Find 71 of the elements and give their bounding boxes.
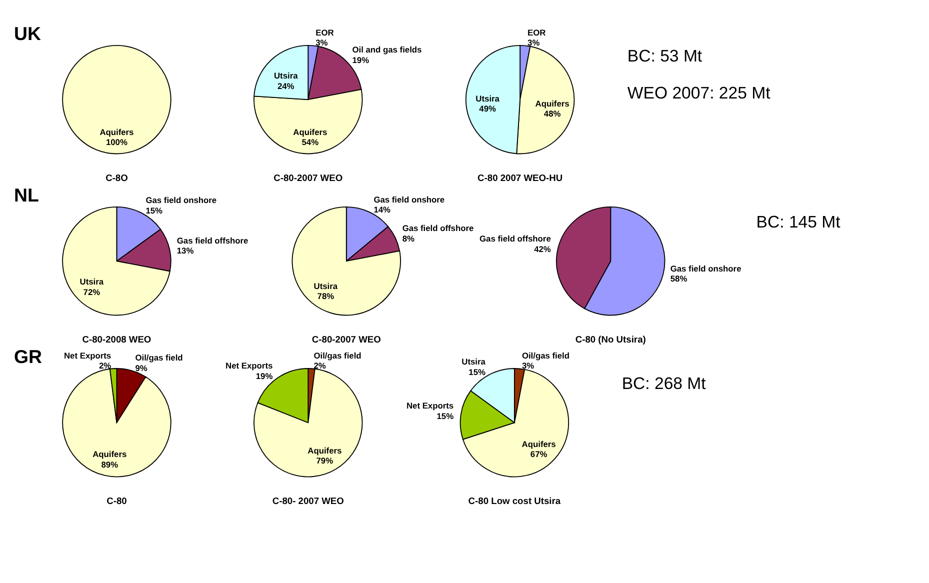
text: C-80 <box>106 496 127 506</box>
data-label: 72% <box>83 286 101 297</box>
slice-label: Utsira <box>476 93 500 104</box>
text: C-8O <box>106 172 128 183</box>
slice-label: Oil/gas field <box>135 352 183 363</box>
slice-label: Utsira <box>314 280 338 291</box>
slice-label: Oil and gas fields <box>352 44 422 55</box>
slice-label: Gas field onshore <box>146 195 217 206</box>
slice-label: Oil/gas field <box>314 350 362 360</box>
data-label: 19% <box>352 54 370 65</box>
data-label: 2% <box>314 360 326 371</box>
text: C-80-2007 WEO <box>274 172 343 183</box>
text: NL <box>14 184 39 206</box>
slice-label: Gas field offshore <box>402 222 474 233</box>
pie-slice <box>292 206 401 316</box>
pie-slice <box>462 368 570 478</box>
text: BC: 268 Mt <box>622 374 706 394</box>
data-label: 3% <box>528 38 540 48</box>
data-label: 100% <box>106 137 128 148</box>
data-label: 24% <box>277 80 295 91</box>
data-label: 3% <box>316 38 328 48</box>
data-label: 14% <box>374 204 392 215</box>
slice-label: Gas field offshore <box>176 235 249 246</box>
pie-slice <box>62 206 170 316</box>
slice-label: Aquifers <box>92 449 127 460</box>
text: BC: 145 Mt <box>756 212 841 232</box>
slice-label: Gas field onshore <box>670 263 742 274</box>
slice-label: Utsira <box>80 276 104 287</box>
data-label: 8% <box>402 233 415 244</box>
data-label: 19% <box>256 370 274 381</box>
data-label: 15% <box>146 205 164 216</box>
text: C-80- 2007 WEO <box>272 496 344 506</box>
data-label: 3% <box>522 360 535 371</box>
text: C-80-2008 WEO <box>82 334 152 344</box>
slice-label: Gas field onshore <box>374 194 445 204</box>
text: C-80 Low cost Utsira <box>468 496 562 506</box>
text: C-80-2007 WEO <box>312 334 381 344</box>
slice-label: Aquifers <box>100 126 134 137</box>
data-label: 58% <box>670 274 688 284</box>
slice-label: Gas field offshore <box>480 234 552 244</box>
data-label: 42% <box>534 244 552 254</box>
slice-label: Aquifers <box>308 445 342 456</box>
slice-label: Net Exports <box>64 350 112 360</box>
slice-label: Aquifers <box>535 98 570 108</box>
text: BC: 53 Mt <box>627 46 702 66</box>
slice-label: Oil/gas field <box>522 350 570 360</box>
data-label: 54% <box>302 137 320 148</box>
slice-label: Aquifers <box>293 126 328 137</box>
slice-label: EOR <box>316 27 334 38</box>
data-label: 89% <box>101 459 119 470</box>
data-label: 79% <box>316 456 334 466</box>
slice-label: Net Exports <box>406 400 454 411</box>
data-label: 9% <box>135 362 148 373</box>
slice-label: Utsira <box>462 356 486 367</box>
data-label: 2% <box>98 360 112 371</box>
slice-label: EOR <box>528 27 546 38</box>
slice-label: Net Exports <box>226 360 273 371</box>
slice-label: Utsira <box>274 70 298 81</box>
text: GR <box>14 346 43 367</box>
slice-label: Aquifers <box>522 438 556 449</box>
data-label: 78% <box>317 291 335 302</box>
text: C-80 (No Utsira) <box>575 334 646 344</box>
data-label: 49% <box>479 104 497 114</box>
data-label: 48% <box>544 108 562 119</box>
text: WEO 2007: 225 Mt <box>627 84 771 103</box>
data-label: 15% <box>468 366 486 377</box>
text: UK <box>14 22 42 44</box>
data-label: 15% <box>436 410 454 421</box>
data-label: 13% <box>176 246 194 256</box>
data-label: 67% <box>530 449 548 460</box>
text: C-80 2007 WEO-HU <box>478 172 563 183</box>
